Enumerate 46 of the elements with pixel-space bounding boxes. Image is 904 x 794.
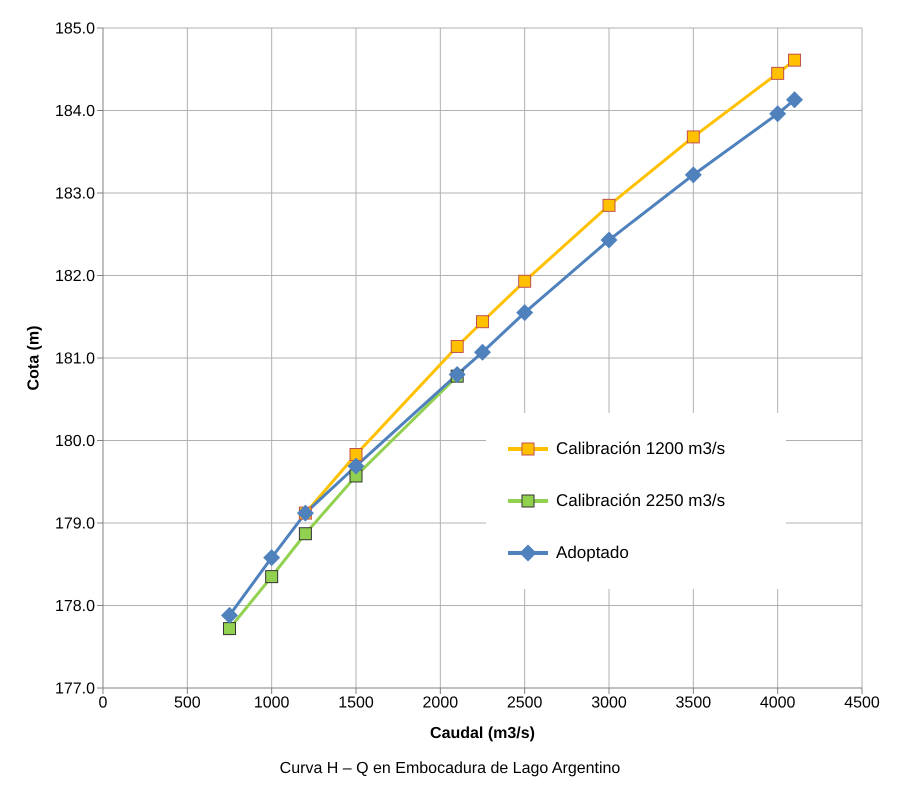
point [788, 54, 802, 67]
y-tick-label: 179.0 [54, 516, 96, 533]
point [686, 130, 700, 144]
legend-label: Adoptado [556, 543, 629, 563]
y-tick-label: 185.0 [54, 20, 96, 38]
point [474, 344, 491, 361]
y-tick-label: 181.0 [54, 350, 96, 368]
point [600, 232, 618, 249]
point [298, 527, 312, 540]
point [602, 198, 616, 212]
point [476, 315, 489, 328]
x-tick-label: 1500 [338, 694, 374, 712]
point [221, 606, 238, 624]
x-tick-label: 4500 [844, 694, 880, 712]
point [265, 570, 278, 584]
x-tick-label: 2500 [506, 694, 543, 712]
legend-label: Calibración 1200 m3/s [556, 439, 726, 459]
point [771, 66, 784, 80]
x-tick-label: 1000 [254, 694, 290, 712]
y-tick-label: 180.0 [54, 433, 96, 450]
legend-label: Calibración 2250 m3/s [556, 491, 726, 511]
point [518, 274, 532, 288]
point [223, 622, 236, 636]
y-tick-label: 182.0 [54, 268, 96, 286]
point [448, 366, 466, 383]
y-axis-title: Cota (m) [26, 326, 43, 390]
point [350, 448, 362, 462]
x-tick-label: 0 [98, 694, 108, 712]
point [786, 91, 804, 108]
point [348, 458, 364, 475]
point [684, 166, 702, 184]
point [263, 549, 280, 566]
y-tick-label: 183.0 [54, 186, 96, 203]
x-tick-label: 4000 [760, 694, 796, 712]
x-axis-title: Caudal (m3/s) [430, 725, 535, 742]
text: Curva H – Q en Embocadura de Lago Argentino [278, 760, 622, 778]
y-tick-label: 184.0 [54, 103, 96, 120]
x-tick-label: 3000 [591, 694, 627, 712]
x-tick-label: 2000 [422, 694, 458, 712]
y-tick-label: 177.0 [54, 680, 96, 698]
x-tick-label: 3500 [676, 694, 712, 712]
y-tick-label: 178.0 [54, 598, 96, 616]
point [516, 304, 534, 322]
point [769, 105, 786, 122]
point [450, 340, 464, 353]
x-tick-label: 500 [174, 694, 201, 712]
